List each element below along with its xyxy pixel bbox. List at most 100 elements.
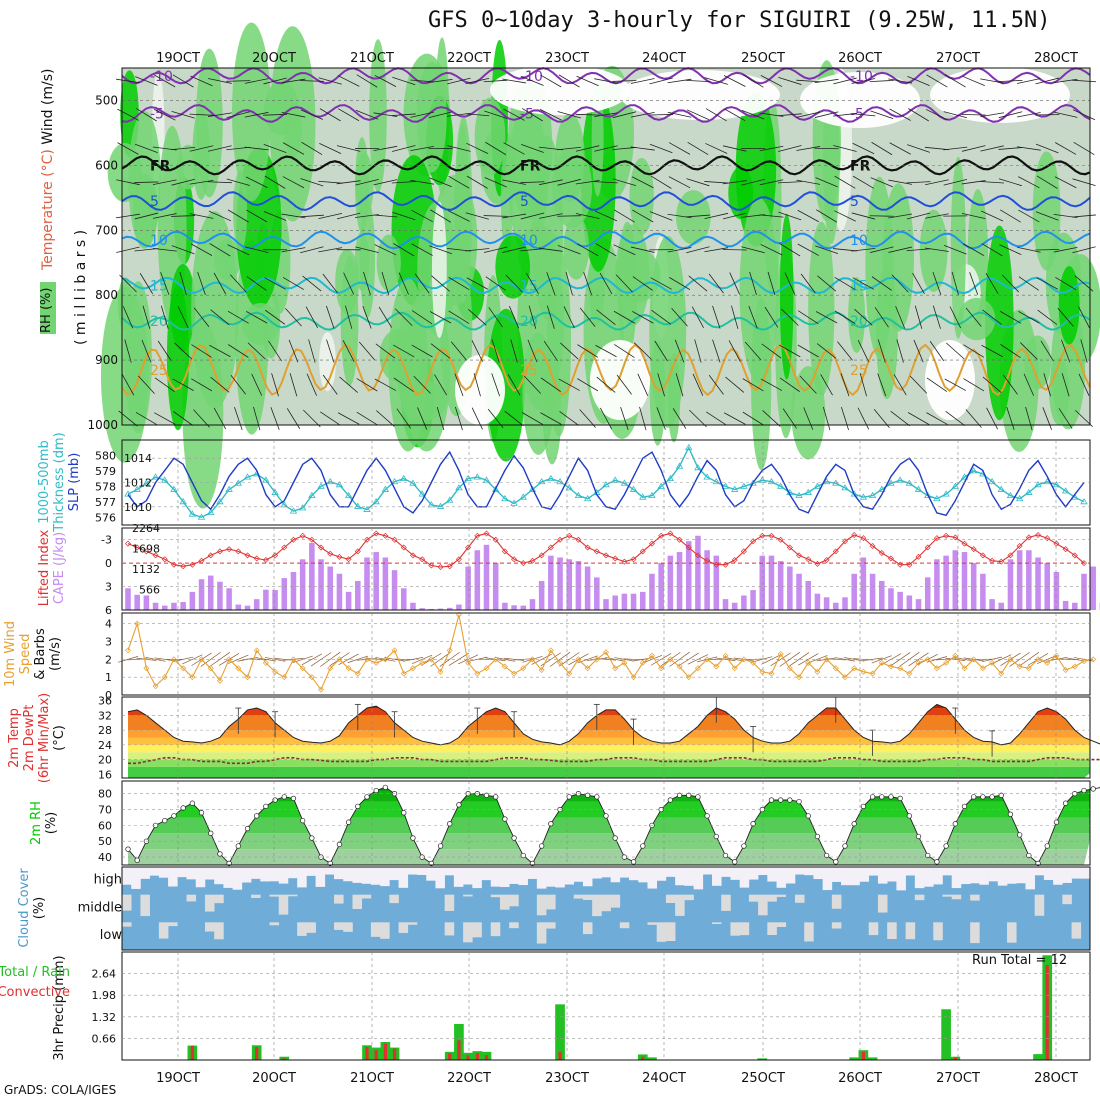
rh-area	[486, 308, 525, 462]
date-label-bottom: 28OCT	[1034, 1071, 1078, 1086]
wind-barb	[1071, 79, 1097, 83]
cloud-gap	[444, 922, 455, 936]
cape-tick: 1132	[132, 563, 160, 576]
wind10-marker	[832, 665, 839, 672]
cloud-gap	[297, 922, 307, 936]
temp-band	[128, 715, 1090, 731]
wind-barb	[731, 305, 739, 329]
temperature-contour	[121, 191, 1091, 211]
wind-barb	[135, 76, 158, 86]
thickness-line-marker	[795, 491, 803, 499]
wind-barb	[906, 181, 931, 184]
cloud-gap	[684, 867, 694, 886]
wind-barb	[594, 78, 618, 84]
cape-bar	[823, 597, 830, 610]
contour-label: 5	[150, 194, 159, 210]
wind10-axis-label: & Barbs	[33, 628, 48, 680]
cloud-gap	[951, 894, 962, 900]
lifted-index-marker	[327, 550, 334, 557]
wind-barb	[226, 80, 251, 82]
cape-bar	[970, 562, 977, 610]
wind-barb	[1001, 274, 1020, 293]
wind-barb	[777, 181, 802, 184]
cloud-gap	[794, 894, 805, 903]
thickness-line-marker	[914, 485, 923, 492]
wind-barb	[374, 378, 397, 391]
wind-barb	[428, 111, 453, 118]
wind-barb	[583, 272, 592, 295]
wind-barb	[944, 74, 966, 88]
rh-marker	[1053, 819, 1060, 825]
lifted-index-marker	[281, 544, 288, 551]
wind-barb	[999, 310, 1022, 324]
wind-barb	[505, 274, 523, 293]
cloud-gap	[1062, 867, 1072, 883]
wind-barb	[1006, 406, 1015, 431]
thickness-line-marker	[381, 485, 390, 492]
wind-barb	[668, 176, 691, 189]
thickness-line-marker	[1006, 491, 1015, 499]
wind-panel-frame	[121, 612, 1091, 696]
cape-bar	[676, 552, 683, 610]
cape-bar	[777, 561, 784, 610]
wind-barb	[575, 180, 600, 185]
wind10-barb	[265, 657, 286, 662]
wind-barb	[1000, 344, 1021, 358]
wind10-marker	[943, 659, 950, 666]
wind-barb	[520, 248, 545, 252]
wind-barb	[1054, 176, 1077, 189]
wind-barb	[612, 178, 637, 187]
rh-marker	[336, 841, 343, 848]
wind10-marker	[842, 674, 848, 681]
wind10-marker	[1044, 659, 1051, 666]
wind10-barb	[614, 657, 635, 662]
lifted-index-marker	[694, 552, 701, 559]
wind10-marker	[694, 665, 701, 672]
precip-convective-bar	[558, 1051, 562, 1060]
thickness-line-marker	[767, 477, 776, 485]
wind-barb	[834, 310, 856, 324]
wind-barb	[932, 305, 941, 329]
wind-barb	[134, 181, 159, 183]
temp-axis-label: (6hr Min/Max)	[37, 693, 52, 783]
wind-barb	[943, 245, 967, 255]
wind10-barb	[301, 653, 323, 666]
cape-bar	[722, 599, 729, 610]
cloud-gap	[877, 867, 888, 884]
slp-tick: 1014	[124, 452, 152, 465]
lifted-index-marker	[364, 536, 370, 543]
lifted-index-marker	[1016, 542, 1023, 549]
rh-marker	[566, 794, 572, 800]
wind10-marker	[308, 674, 315, 681]
rh-dry-area	[455, 355, 505, 425]
wind-barb	[705, 108, 727, 122]
cloud-gap	[334, 867, 344, 880]
wind10-marker	[979, 665, 986, 672]
wind10-marker	[759, 668, 766, 675]
wind10-marker	[887, 663, 894, 670]
cape-bar	[888, 588, 894, 610]
lifted-index-marker	[170, 561, 177, 568]
wind-barb	[306, 373, 318, 396]
cloud-gap	[721, 894, 731, 911]
date-label-bottom: 24OCT	[642, 1071, 686, 1086]
rh-marker	[493, 794, 499, 800]
wind-barb	[657, 373, 665, 397]
wind10-marker	[428, 656, 435, 663]
thickness-line-marker	[951, 482, 960, 489]
wind-barb	[1072, 109, 1096, 121]
thickness-line-marker	[308, 491, 316, 499]
cape-bar	[401, 588, 407, 610]
cape-bar	[226, 588, 232, 610]
temperature-contour	[121, 343, 1091, 397]
lifted-index-tick: 6	[105, 604, 112, 617]
wind-barb	[779, 344, 801, 358]
wind-barb	[907, 75, 930, 86]
wind-barb	[152, 213, 177, 219]
thickness-line-marker	[372, 498, 380, 505]
wind10-barb	[687, 654, 709, 665]
wind-barb	[281, 111, 306, 118]
cape-bar	[998, 602, 1005, 610]
thickness-line-marker	[161, 476, 169, 483]
wind-barb	[265, 309, 286, 325]
